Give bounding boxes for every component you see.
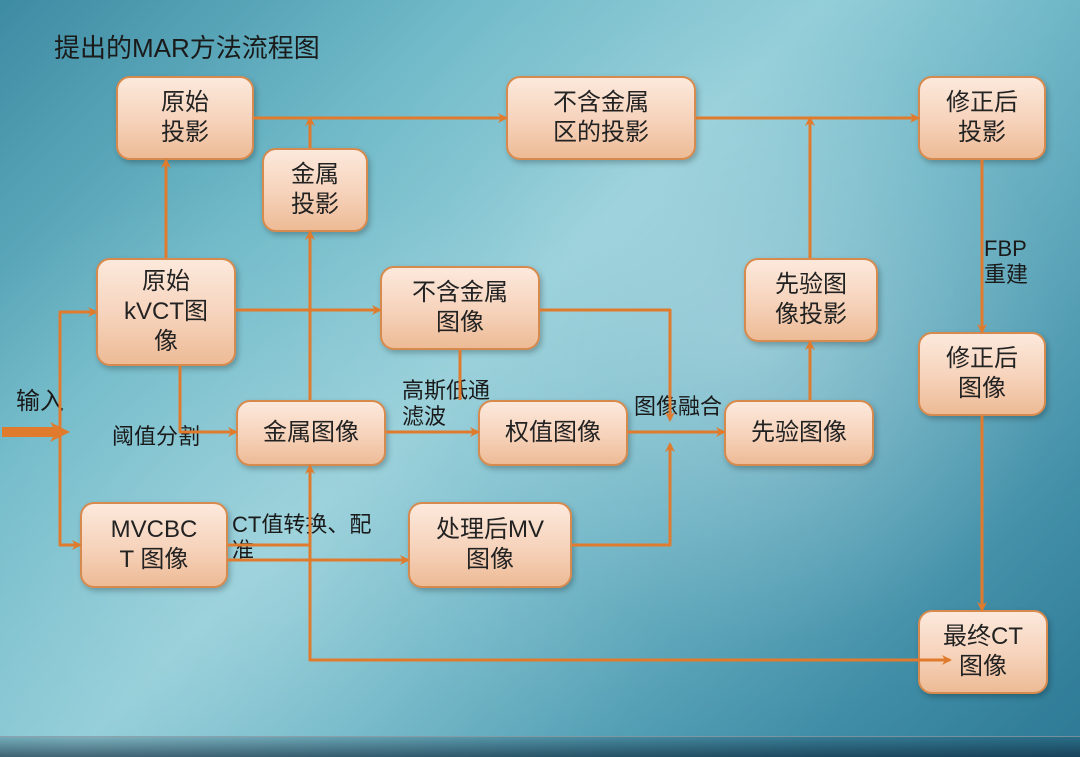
edge-e_kvct_split: [180, 366, 236, 432]
node-corrected-image: 修正后 图像: [918, 332, 1046, 416]
label-fusion: 图像融合: [634, 394, 722, 420]
label-fbp: FBP 重建: [984, 236, 1028, 289]
edge-e_input_kvct: [60, 312, 96, 432]
node-processed-mv-image: 处理后MV 图像: [408, 502, 572, 588]
node-nometal-projection: 不含金属 区的投影: [506, 76, 696, 160]
node-corrected-projection: 修正后 投影: [918, 76, 1046, 160]
footer-bar: [0, 736, 1080, 757]
edge-e_metalimg_finalpath: [310, 466, 930, 660]
flowchart-canvas: 提出的MAR方法流程图 原始 投影 金属 投影 不含金属 区的投影 修正后 投影…: [0, 0, 1080, 757]
label-ct-convert: CT值转换、配 准: [232, 512, 371, 565]
node-metal-projection: 金属 投影: [262, 148, 368, 232]
label-threshold: 阈值分割: [112, 424, 200, 450]
label-input: 输入: [16, 388, 64, 417]
node-weight-image: 权值图像: [478, 400, 628, 466]
node-kvct-image: 原始 kVCT图 像: [96, 258, 236, 366]
node-prior-projection: 先验图 像投影: [744, 258, 878, 342]
node-nometal-image: 不含金属 图像: [380, 266, 540, 350]
node-prior-image: 先验图像: [724, 400, 874, 466]
edge-e_input_mv: [60, 432, 80, 545]
label-gaussian: 高斯低通 滤波: [402, 378, 490, 431]
diagram-title: 提出的MAR方法流程图: [54, 28, 320, 65]
node-mvcbct-image: MVCBC T 图像: [80, 502, 228, 588]
node-metal-image: 金属图像: [236, 400, 386, 466]
node-original-projection: 原始 投影: [116, 76, 254, 160]
node-final-ct-image: 最终CT 图像: [918, 610, 1048, 694]
